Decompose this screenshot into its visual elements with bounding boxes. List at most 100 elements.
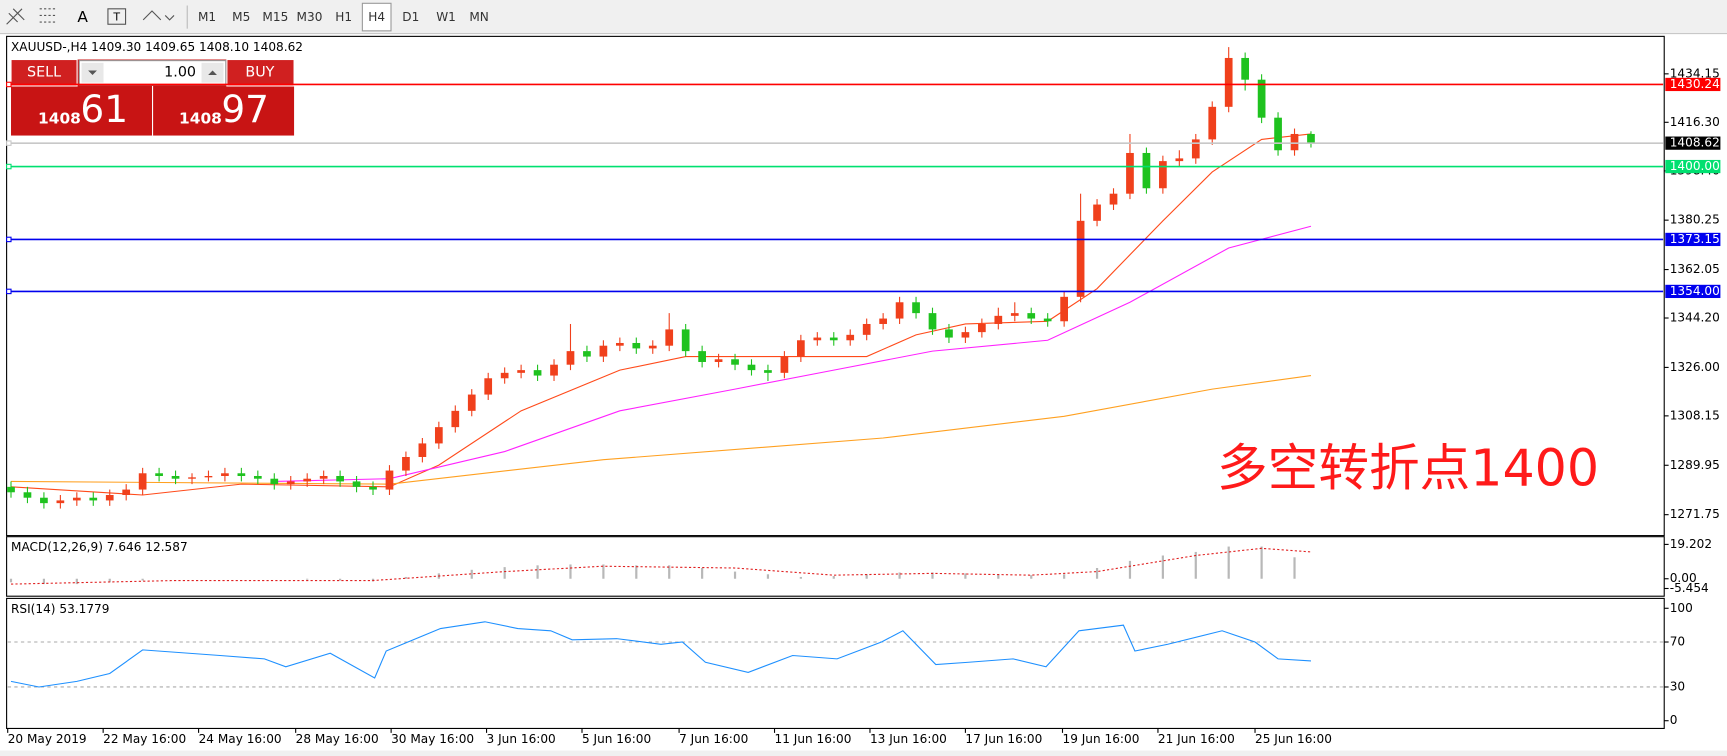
- timeframe-button[interactable]: D1: [402, 10, 419, 24]
- candle-body: [253, 475, 262, 479]
- sell-label[interactable]: SELL: [27, 65, 61, 81]
- candle-body: [599, 345, 608, 357]
- sell-button[interactable]: [10, 58, 78, 87]
- candle-body: [402, 456, 410, 471]
- rsi-panel: [6, 597, 1665, 729]
- candle-body: [221, 473, 229, 476]
- y-tick-label: 1271.75: [1670, 507, 1720, 521]
- x-tick-label: 19 Jun 16:00: [1062, 732, 1139, 746]
- candle-body: [171, 475, 180, 479]
- y-tick-label: 100: [1670, 601, 1693, 615]
- y-tick-label: 1344.20: [1670, 311, 1720, 325]
- candle-body: [1224, 57, 1233, 107]
- candle-body: [484, 378, 493, 395]
- buy-price-pips[interactable]: 97: [221, 87, 269, 131]
- x-tick-label: 21 Jun 16:00: [1158, 732, 1235, 746]
- candle-body: [846, 334, 855, 341]
- candle-body: [731, 359, 739, 365]
- x-tick-label: 3 Jun 16:00: [487, 732, 556, 746]
- x-tick-label: 11 Jun 16:00: [775, 732, 852, 746]
- buy-label[interactable]: BUY: [245, 65, 274, 81]
- candle-body: [89, 497, 98, 501]
- x-tick-label: 7 Jun 16:00: [679, 732, 748, 746]
- moving-average: [10, 133, 1312, 496]
- timeframe-button[interactable]: M30: [297, 10, 323, 24]
- timeframe-button[interactable]: M15: [262, 10, 288, 24]
- y-tick-label: -5.454: [1670, 581, 1709, 595]
- candle-body: [1208, 106, 1217, 140]
- text-label-tool[interactable]: T: [112, 11, 120, 24]
- candle-body: [237, 473, 246, 476]
- macd-panel: [6, 536, 1665, 597]
- candle-body: [1109, 193, 1118, 205]
- candle-body: [270, 478, 279, 485]
- candle-body: [1093, 204, 1101, 221]
- candle-body: [23, 492, 32, 498]
- buy-button[interactable]: [226, 58, 295, 87]
- y-tick-label: 0: [1670, 713, 1678, 727]
- price-level-box: [1665, 136, 1721, 150]
- candle-body: [879, 318, 887, 324]
- candle-body: [698, 351, 706, 362]
- price-level-label: 1430.24: [1670, 77, 1720, 91]
- lot-value[interactable]: 1.00: [164, 65, 196, 81]
- candle-body: [188, 477, 196, 479]
- timeframe-button[interactable]: M5: [232, 10, 250, 24]
- candle-body: [434, 427, 443, 444]
- y-tick-label: 1362.05: [1670, 262, 1720, 276]
- x-tick-label: 13 Jun 16:00: [870, 732, 947, 746]
- candle-body: [1159, 161, 1167, 189]
- candle-body: [1257, 79, 1266, 118]
- macd-title: MACD(12,26,9) 7.646 12.587: [11, 540, 188, 554]
- candle-body: [517, 370, 525, 373]
- x-tick-label: 25 Jun 16:00: [1255, 732, 1332, 746]
- timeframe-button[interactable]: W1: [436, 10, 456, 24]
- rsi-title: RSI(14) 53.1779: [11, 602, 109, 616]
- y-tick-label: 30: [1670, 679, 1685, 693]
- timeframe-button[interactable]: MN: [469, 10, 489, 24]
- sell-price-big[interactable]: 1408: [38, 110, 81, 128]
- shapes-icon[interactable]: [142, 10, 175, 21]
- candle-body: [1043, 318, 1052, 322]
- candle-body: [286, 481, 295, 485]
- price-level-label: 1354.00: [1670, 284, 1720, 298]
- candle-body: [467, 394, 476, 411]
- candle-body: [1126, 152, 1134, 194]
- candle-body: [747, 364, 756, 371]
- candle-body: [829, 337, 838, 341]
- price-level-handle: [6, 288, 12, 295]
- candle-body: [764, 370, 772, 373]
- sell-price-pips[interactable]: 61: [80, 87, 128, 131]
- candle-body: [961, 332, 970, 338]
- x-tick-label: 28 May 16:00: [296, 732, 379, 746]
- lines-icon[interactable]: [39, 8, 58, 23]
- timeframe-button[interactable]: M1: [198, 10, 216, 24]
- y-tick-label: 19.202: [1670, 537, 1712, 551]
- candle-body: [566, 351, 575, 365]
- candle-body: [994, 315, 1003, 324]
- timeframe-button[interactable]: H1: [335, 10, 352, 24]
- toolbar: [0, 0, 1727, 34]
- candle-body: [500, 372, 509, 379]
- candle-body: [895, 302, 904, 319]
- x-tick-label: 30 May 16:00: [391, 732, 474, 746]
- candle-body: [1241, 57, 1250, 80]
- candle-body: [385, 470, 394, 490]
- y-tick-label: 0.00: [1670, 571, 1697, 585]
- price-level-box: [1665, 77, 1721, 92]
- candle-body: [7, 486, 15, 493]
- candle-body: [1076, 220, 1085, 297]
- x-tick-label: 24 May 16:00: [199, 732, 282, 746]
- text-tool[interactable]: A: [77, 8, 88, 26]
- y-tick-label: 1380.25: [1670, 213, 1720, 227]
- crosshair-icon[interactable]: [6, 8, 25, 25]
- moving-average: [274, 225, 1312, 482]
- label-icon[interactable]: [107, 8, 127, 25]
- trade-panel: SELL 1.00 BUY 1408 61 1408 97: [10, 58, 295, 136]
- timeframe-button[interactable]: H4: [368, 10, 385, 24]
- candle-body: [369, 486, 377, 490]
- candle-body: [615, 342, 624, 346]
- buy-price-big[interactable]: 1408: [179, 110, 222, 128]
